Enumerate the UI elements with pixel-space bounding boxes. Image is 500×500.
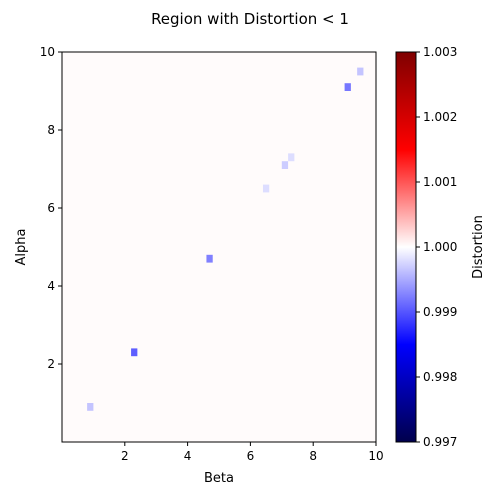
colorbar-tick-label: 0.998	[423, 370, 457, 384]
x-tick-label: 10	[368, 449, 383, 463]
heatmap-plot-area	[61, 51, 377, 443]
heatmap-cell	[281, 161, 289, 169]
colorbar-label: Distortion	[471, 215, 486, 279]
x-axis-label: Beta	[204, 471, 234, 486]
x-axis: 2 4 6 8 10	[121, 442, 384, 463]
colorbar-tick-label: 1.003	[423, 45, 457, 59]
heatmap-cell	[262, 184, 270, 193]
plot-frame	[61, 51, 377, 443]
chart-title: Region with Distortion < 1	[151, 10, 349, 28]
x-tick-label: 2	[121, 449, 129, 463]
colorbar-tick-label: 0.999	[423, 305, 457, 319]
heatmap-background	[62, 52, 376, 442]
x-tick-label: 4	[184, 449, 192, 463]
heatmap-cell	[206, 254, 213, 263]
y-tick-label: 6	[47, 201, 55, 215]
x-tick-label: 6	[247, 449, 255, 463]
heatmap-cell	[131, 348, 138, 357]
colorbar-tick-label: 1.001	[423, 175, 457, 189]
y-tick-label: 2	[47, 357, 55, 371]
x-tick-label: 8	[309, 449, 317, 463]
colorbar-gradient	[395, 51, 417, 443]
heatmap-cell	[288, 153, 295, 162]
y-axis-label: Alpha	[14, 229, 29, 266]
y-axis: 2 4 6 8 10	[40, 45, 62, 371]
heatmap-cell	[87, 403, 94, 411]
colorbar-tick-label: 1.000	[423, 240, 457, 254]
heatmap-cell	[357, 67, 364, 76]
colorbar-tick-label: 0.997	[423, 435, 457, 449]
heatmap-cell	[344, 83, 351, 91]
y-tick-label: 10	[40, 45, 55, 59]
y-tick-label: 8	[47, 123, 55, 137]
colorbar-tick-label: 1.002	[423, 110, 457, 124]
y-tick-label: 4	[47, 279, 55, 293]
colorbar: 0.997 0.998 0.999 1.000 1.001 1.002 1.003	[395, 45, 457, 449]
